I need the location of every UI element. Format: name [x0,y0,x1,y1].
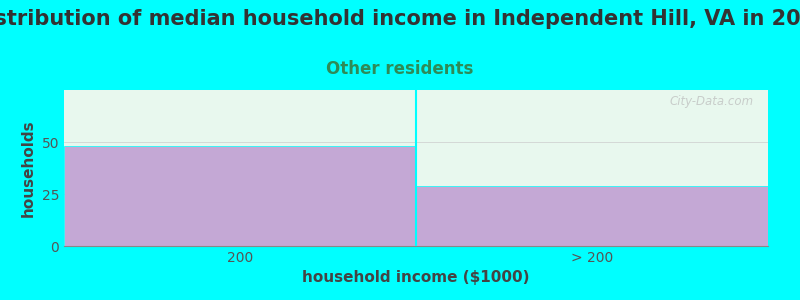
Bar [64,146,416,246]
Text: Other residents: Other residents [326,60,474,78]
Text: Distribution of median household income in Independent Hill, VA in 2022: Distribution of median household income … [0,9,800,29]
Text: City-Data.com: City-Data.com [670,95,754,108]
X-axis label: household income ($1000): household income ($1000) [302,270,530,285]
Bar [416,186,768,246]
Y-axis label: households: households [21,119,36,217]
